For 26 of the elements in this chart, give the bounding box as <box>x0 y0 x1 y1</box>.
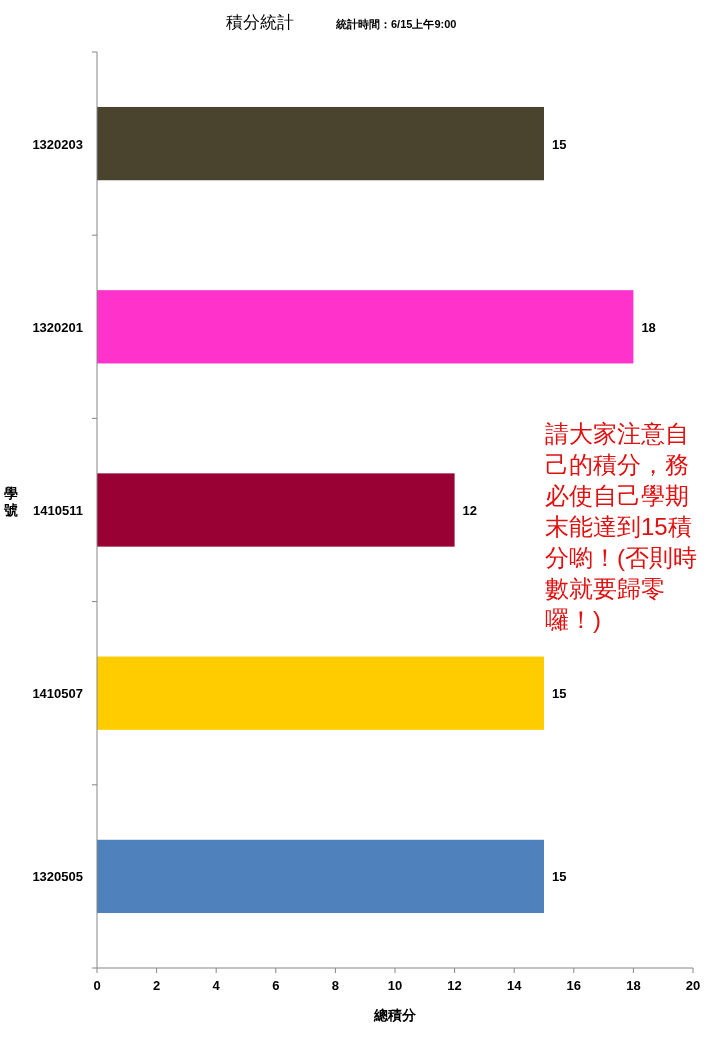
chart-title: 積分統計 <box>226 13 294 32</box>
annotation: 請大家注意自己的積分，務必使自己學期末能達到15積分喲！(否則時數就要歸零囉！) <box>545 419 698 635</box>
x-tick-label: 8 <box>331 978 340 993</box>
data-label: 18 <box>641 319 656 335</box>
y-tick-label: 1410511 <box>33 503 83 518</box>
x-tick-label: 12 <box>447 978 462 993</box>
data-label: 15 <box>552 869 567 885</box>
x-tick-label: 0 <box>93 978 101 993</box>
x-axis-title: 總積分 <box>373 1007 417 1023</box>
data-label: 12 <box>462 503 478 518</box>
y-tick-label: 1320201 <box>32 319 83 335</box>
x-tick-label: 10 <box>387 978 403 993</box>
x-tick-label: 6 <box>272 978 280 993</box>
y-tick-label: 1410507 <box>32 686 83 702</box>
data-label: 15 <box>552 136 567 152</box>
x-tick-label: 4 <box>212 978 221 993</box>
y-axis-title: 學號 <box>3 485 18 518</box>
x-tick-label: 16 <box>566 978 582 993</box>
data-label: 15 <box>552 686 567 702</box>
x-tick-label: 18 <box>626 978 641 993</box>
x-tick-label: 20 <box>685 978 701 993</box>
y-tick-label: 1320203 <box>32 136 83 152</box>
y-tick-label: 1320505 <box>32 869 83 885</box>
x-tick-label: 2 <box>152 978 161 993</box>
x-tick-label: 14 <box>506 978 523 993</box>
chart-subtitle: 統計時間：6/15上午9:00 <box>335 18 457 30</box>
